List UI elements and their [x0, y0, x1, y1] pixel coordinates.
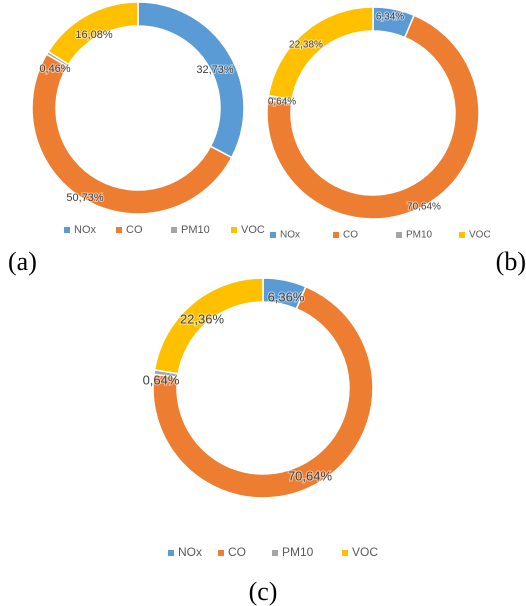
- legend-marker-voc: [231, 227, 237, 233]
- donut-slice-nox: [137, 1, 245, 159]
- donut-slice-co: [152, 285, 374, 499]
- slice-data-label-pm10: 0,46%: [39, 63, 70, 75]
- legend-label-nox: NOx: [178, 545, 202, 559]
- legend-label-voc: VOC: [241, 224, 265, 236]
- legend-label-pm10: PM10: [406, 230, 433, 241]
- slice-data-label-nox: 6,34%: [376, 12, 404, 23]
- legend-label-voc: VOC: [352, 545, 378, 559]
- legend-label-co: CO: [126, 224, 143, 236]
- legend-label-pm10: PM10: [181, 224, 210, 236]
- slice-data-label-co: 70,64%: [288, 468, 333, 483]
- legend-marker-co: [218, 550, 224, 556]
- legend-label-pm10: PM10: [282, 545, 314, 559]
- legend-marker-co: [333, 232, 339, 238]
- legend-marker-co: [116, 227, 122, 233]
- donut-chart-1: 32,73% 50,73% 0,46% 16,08% NOx CO PM10 VOC (a): [8, 1, 265, 276]
- legend-marker-nox: [168, 550, 174, 556]
- donut-chart-3: 6,36% 70,64% 0,64% 22,36% NOx CO PM10 VOC (c): [142, 277, 378, 606]
- chart-legend: NOx CO PM10 VOC: [270, 230, 491, 241]
- chart-legend: NOx CO PM10 VOC: [64, 224, 265, 236]
- legend-label-co: CO: [343, 230, 358, 241]
- legend-marker-pm10: [171, 227, 177, 233]
- slice-data-label-nox: 6,36%: [268, 289, 305, 304]
- donut-slice-voc: [267, 6, 374, 101]
- legend-label-voc: VOC: [469, 230, 491, 241]
- slice-data-label-pm10: 0,64%: [268, 97, 296, 108]
- legend-marker-nox: [270, 232, 276, 238]
- slice-data-label-co: 50,73%: [66, 192, 104, 204]
- donut-slice-co: [31, 53, 233, 215]
- slice-data-label-voc: 16,08%: [75, 29, 113, 41]
- panel-label: (b): [496, 247, 526, 276]
- donut-slice-voc: [47, 1, 139, 66]
- panel-label: (c): [249, 577, 278, 606]
- legend-label-co: CO: [228, 545, 246, 559]
- slice-data-label-voc: 22,38%: [289, 40, 323, 51]
- slice-data-label-co: 70,64%: [407, 202, 441, 213]
- legend-marker-pm10: [272, 550, 278, 556]
- slice-data-label-nox: 32,73%: [196, 64, 234, 76]
- slice-data-label-pm10: 0,64%: [143, 372, 180, 387]
- slice-data-label-voc: 22,36%: [180, 311, 225, 326]
- donut-slice-voc: [153, 277, 264, 375]
- donut-chart-2: 6,34% 70,64% 0,64% 22,38% NOx CO PM10 VOC (b): [266, 6, 526, 276]
- legend-label-nox: NOx: [280, 230, 300, 241]
- legend-marker-pm10: [396, 232, 402, 238]
- legend-marker-nox: [64, 227, 70, 233]
- legend-marker-voc: [342, 550, 348, 556]
- legend-marker-voc: [459, 232, 465, 238]
- panel-label: (a): [8, 247, 37, 276]
- legend-label-nox: NOx: [74, 224, 97, 236]
- chart-legend: NOx CO PM10 VOC: [168, 545, 378, 559]
- donut-slice-co: [266, 14, 480, 220]
